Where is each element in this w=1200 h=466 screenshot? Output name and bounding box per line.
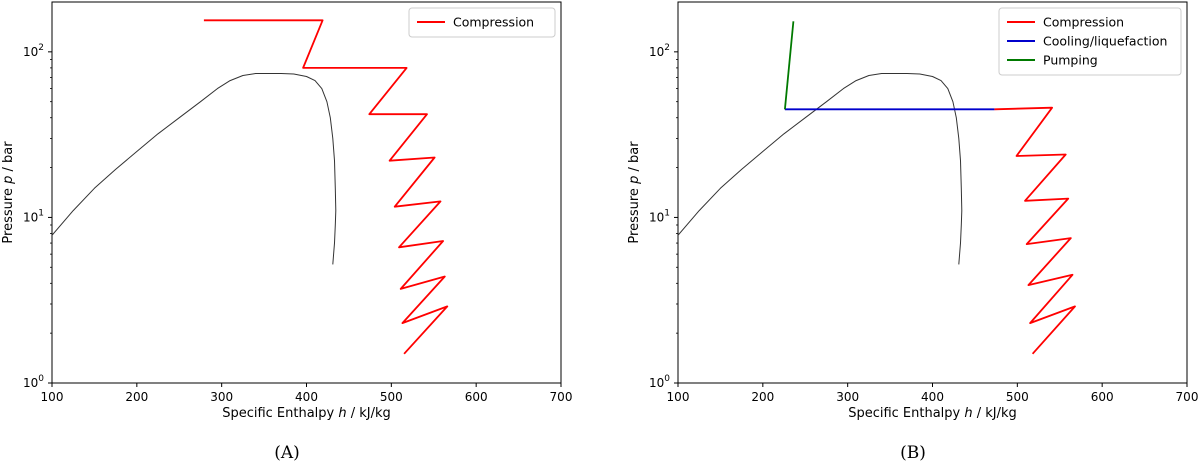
legend-box [998, 7, 1182, 76]
legend-entry-label: Pumping [1043, 53, 1098, 68]
y-axis-label: Pressure p / bar [627, 141, 642, 244]
x-tick-label: 200 [125, 390, 148, 404]
legend-box [408, 7, 556, 38]
panel-caption: (A) [274, 443, 300, 463]
x-tick-label: 600 [465, 390, 488, 404]
x-tick-label: 400 [295, 390, 318, 404]
x-tick-label: 300 [836, 390, 859, 404]
x-tick-label: 200 [751, 390, 774, 404]
saturation-dome-curve [52, 73, 337, 265]
x-tick-label: 600 [1091, 390, 1114, 404]
legend-entry-label: Compression [453, 15, 534, 30]
saturation-dome-curve [678, 73, 963, 265]
x-tick-label: 500 [1006, 390, 1029, 404]
series-line-compression [994, 106, 1076, 355]
x-axis-label: Specific Enthalpy h / kJ/kg [848, 406, 1017, 421]
legend-entry-label: Compression [1043, 15, 1124, 30]
chart-panel-a: 100 200 300 400 500 600 700 100 101 102 Specific E… [1, 1, 573, 463]
y-tick-label: 100 [23, 374, 44, 390]
y-tick-label: 101 [23, 208, 44, 224]
series-line-pumping [784, 21, 795, 110]
y-tick-label: 102 [649, 43, 670, 59]
y-axis-label: Pressure p / bar [1, 141, 16, 244]
y-tick-label: 100 [649, 374, 670, 390]
series-line-compression [203, 19, 449, 355]
legend: Compression Cooling/liquefaction Pumping [998, 7, 1182, 76]
x-tick-label: 100 [41, 390, 64, 404]
x-tick-label: 700 [1176, 390, 1199, 404]
x-tick-label: 100 [667, 390, 690, 404]
x-tick-label: 300 [210, 390, 233, 404]
x-tick-label: 700 [550, 390, 573, 404]
x-tick-label: 500 [380, 390, 403, 404]
x-tick-label: 400 [921, 390, 944, 404]
y-tick-label: 102 [23, 43, 44, 59]
chart-panel-b: 100 200 300 400 500 600 700 100 101 102 Specific E… [627, 1, 1199, 463]
legend-entry-label: Cooling/liquefaction [1043, 34, 1167, 49]
x-axis-label: Specific Enthalpy h / kJ/kg [222, 406, 391, 421]
legend: Compression [408, 7, 556, 38]
panel-caption: (B) [900, 443, 926, 463]
y-tick-label: 101 [649, 208, 670, 224]
